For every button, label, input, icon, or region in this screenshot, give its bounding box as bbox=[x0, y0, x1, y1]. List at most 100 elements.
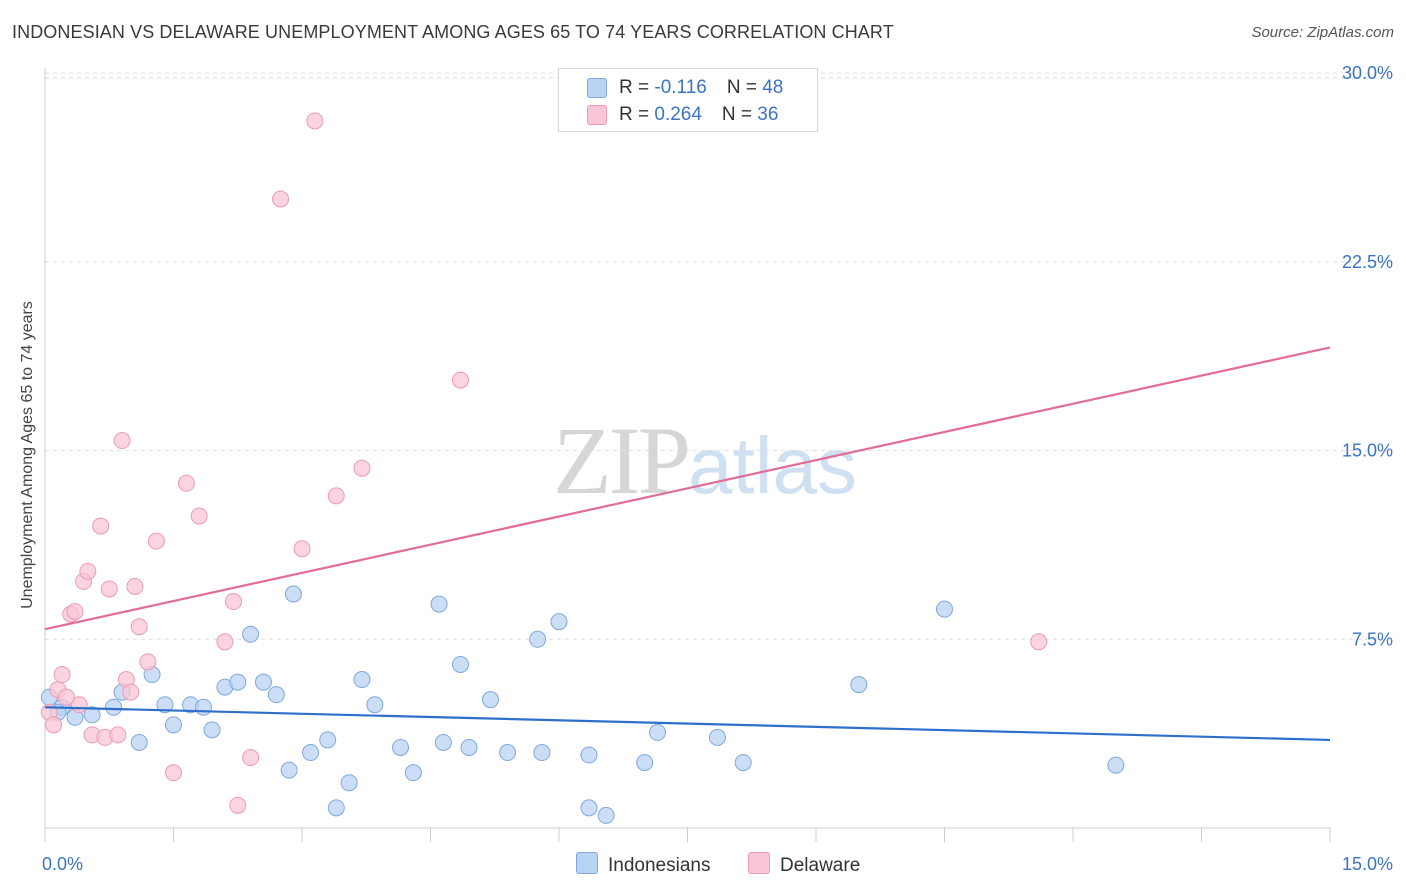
point-delaware bbox=[451, 371, 469, 389]
y-tick-label: 30.0% bbox=[1342, 63, 1393, 83]
point-indonesians bbox=[404, 764, 422, 782]
point-delaware bbox=[92, 517, 110, 535]
point-indonesians bbox=[284, 585, 302, 603]
legend-r-value: -0.116 bbox=[654, 77, 707, 98]
legend-n-value: 36 bbox=[757, 104, 779, 125]
point-indonesians bbox=[229, 673, 247, 691]
legend-n-label: N = bbox=[726, 77, 763, 98]
point-indonesians bbox=[366, 696, 384, 714]
point-indonesians bbox=[340, 774, 358, 792]
point-delaware bbox=[130, 618, 148, 636]
point-delaware bbox=[216, 633, 234, 651]
trendline-indonesians bbox=[44, 706, 1331, 742]
point-indonesians bbox=[533, 744, 551, 762]
point-delaware bbox=[190, 507, 208, 525]
point-indonesians bbox=[430, 595, 448, 613]
bottom-legend-label: Delaware bbox=[780, 855, 861, 876]
point-indonesians bbox=[165, 716, 182, 734]
trendline-delaware bbox=[44, 346, 1331, 631]
point-delaware bbox=[229, 796, 247, 814]
bottom-swatch-delaware bbox=[748, 852, 770, 874]
point-delaware bbox=[66, 603, 84, 621]
point-delaware bbox=[57, 688, 75, 706]
point-delaware bbox=[79, 562, 97, 580]
point-delaware bbox=[45, 716, 63, 734]
point-indonesians bbox=[451, 655, 469, 673]
point-indonesians bbox=[280, 761, 298, 779]
y-axis-label: Unemployment Among Ages 65 to 74 years bbox=[19, 301, 36, 609]
point-indonesians bbox=[83, 706, 101, 724]
point-delaware bbox=[306, 112, 324, 130]
point-delaware bbox=[139, 653, 157, 671]
point-indonesians bbox=[353, 671, 371, 689]
bottom-legend-delaware: Delaware bbox=[748, 852, 860, 877]
point-indonesians bbox=[254, 673, 272, 691]
y-tick-label: 15.0% bbox=[1342, 441, 1393, 461]
bottom-legend-indonesians: Indonesians bbox=[576, 852, 710, 877]
point-indonesians bbox=[636, 754, 654, 772]
point-indonesians bbox=[529, 630, 547, 648]
point-delaware bbox=[100, 580, 118, 598]
legend-swatch-indonesians bbox=[587, 78, 607, 98]
point-delaware bbox=[1030, 633, 1048, 651]
point-indonesians bbox=[499, 744, 517, 762]
point-indonesians bbox=[156, 696, 174, 714]
point-indonesians bbox=[130, 733, 148, 751]
point-indonesians bbox=[434, 733, 452, 751]
point-indonesians bbox=[242, 625, 260, 643]
point-indonesians bbox=[302, 744, 320, 762]
point-indonesians bbox=[319, 731, 337, 749]
y-tick-label: 7.5% bbox=[1352, 629, 1393, 649]
chart-title: INDONESIAN VS DELAWARE UNEMPLOYMENT AMON… bbox=[12, 22, 894, 42]
legend-n-value: 48 bbox=[762, 77, 784, 98]
point-delaware bbox=[147, 532, 165, 550]
point-delaware bbox=[165, 764, 182, 782]
point-indonesians bbox=[327, 799, 345, 817]
point-delaware bbox=[122, 683, 140, 701]
point-indonesians bbox=[936, 600, 953, 618]
point-indonesians bbox=[203, 721, 221, 739]
watermark-zip: ZIP bbox=[553, 407, 691, 514]
point-indonesians bbox=[580, 746, 598, 764]
point-delaware bbox=[242, 749, 260, 767]
point-delaware bbox=[272, 190, 290, 208]
source-credit: Source: ZipAtlas.com bbox=[1251, 24, 1394, 41]
point-indonesians bbox=[194, 698, 212, 716]
point-delaware bbox=[293, 540, 311, 558]
point-indonesians bbox=[850, 676, 868, 694]
point-indonesians bbox=[734, 754, 752, 772]
point-indonesians bbox=[580, 799, 598, 817]
point-delaware bbox=[126, 577, 144, 595]
point-indonesians bbox=[550, 613, 568, 631]
point-indonesians bbox=[597, 806, 615, 824]
legend-n-label: N = bbox=[721, 104, 758, 125]
point-indonesians bbox=[392, 738, 410, 756]
point-delaware bbox=[53, 666, 71, 684]
point-delaware bbox=[109, 726, 127, 744]
point-indonesians bbox=[649, 723, 667, 741]
watermark-atlas: atlas bbox=[688, 421, 857, 510]
legend-r-label: R = bbox=[619, 77, 655, 98]
point-delaware bbox=[327, 487, 345, 505]
x-tick-label: 15.0% bbox=[1342, 854, 1393, 874]
point-indonesians bbox=[105, 698, 123, 716]
point-delaware bbox=[353, 459, 371, 477]
x-tick-label: 0.0% bbox=[42, 854, 83, 874]
point-indonesians bbox=[460, 738, 478, 756]
point-indonesians bbox=[1107, 756, 1125, 774]
correlation-legend: R = -0.116 N = 48 R = 0.264 N = 36 bbox=[558, 68, 818, 132]
legend-swatch-delaware bbox=[587, 105, 607, 125]
legend-r-value: 0.264 bbox=[654, 104, 702, 125]
point-delaware bbox=[224, 593, 242, 611]
point-indonesians bbox=[481, 691, 499, 709]
bottom-swatch-indonesians bbox=[576, 852, 598, 874]
legend-r-label: R = bbox=[619, 104, 655, 125]
point-delaware bbox=[177, 474, 195, 492]
point-indonesians bbox=[708, 728, 726, 746]
point-indonesians bbox=[267, 686, 285, 704]
bottom-legend-label: Indonesians bbox=[608, 855, 711, 876]
y-tick-label: 22.5% bbox=[1342, 252, 1393, 272]
zipatlas-watermark: ZIPatlas bbox=[553, 405, 857, 516]
point-delaware bbox=[113, 432, 131, 450]
